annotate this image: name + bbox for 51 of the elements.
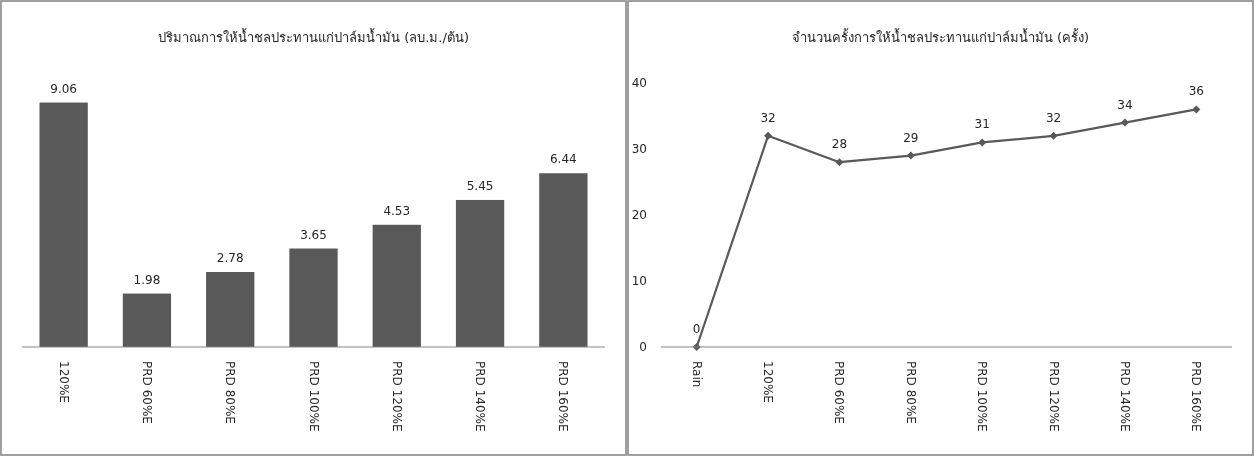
x-tick-label: PRD 120%E [389,361,404,432]
x-tick-label: PRD 120%E [1046,361,1061,432]
point [1049,131,1058,140]
data-label: 0 [692,322,701,336]
y-tick-label: 20 [631,208,647,222]
data-label: 2.78 [216,250,244,265]
data-label: 4.53 [383,203,411,218]
x-tick-label: PRD 160%E [1189,361,1204,432]
y-tick-label: 0 [639,340,647,354]
point [835,158,844,167]
data-label: 9.06 [50,81,77,96]
x-tick-label: PRD 140%E [1117,361,1132,432]
bar [539,173,588,347]
bar [39,102,88,347]
data-label: 5.45 [466,178,494,193]
x-tick-label: Rain [689,361,704,388]
point [906,151,915,160]
bar [122,293,172,347]
chart-title: ปริมาณการให้น้ำชลประทานแก่ปาล์มน้ำมัน (ลบ.ม./ต้น) [158,28,469,45]
x-tick-label: PRD 100%E [306,361,321,432]
point [1192,105,1201,114]
y-tick-label: 40 [631,76,647,90]
x-tick-label: PRD 160%E [556,361,571,432]
point [764,131,773,140]
point [978,138,987,147]
x-tick-label: PRD 80%E [903,361,918,424]
data-label: 1.98 [133,272,161,287]
x-tick-label: PRD 60%E [832,361,847,424]
data-label: 3.65 [300,227,327,242]
x-tick-label: 120%E [56,361,71,403]
bar [372,224,421,347]
chart-title: จำนวนครั้งการให้น้ำชลประทานแก่ปาล์มน้ำมัน (ครั้ง) [791,28,1090,45]
x-tick-label: PRD 100%E [975,361,990,432]
data-label: 32 [760,110,776,125]
bar [206,271,255,347]
data-label: 32 [1045,110,1062,125]
x-tick-label: PRD 80%E [223,361,238,424]
data-label: 31 [974,117,990,132]
x-tick-label: PRD 140%E [473,361,488,432]
bar [289,248,338,347]
y-tick-label: 10 [631,274,647,288]
x-tick-label: PRD 60%E [139,361,154,424]
data-label: 36 [1188,84,1204,99]
data-label: 34 [1117,97,1133,112]
x-tick-label: 120%E [761,361,776,403]
y-tick-label: 30 [631,142,647,156]
point [1120,118,1129,127]
bar [455,199,505,347]
data-label: 29 [903,130,919,145]
data-label: 28 [831,137,848,152]
data-label: 6.44 [550,152,577,167]
